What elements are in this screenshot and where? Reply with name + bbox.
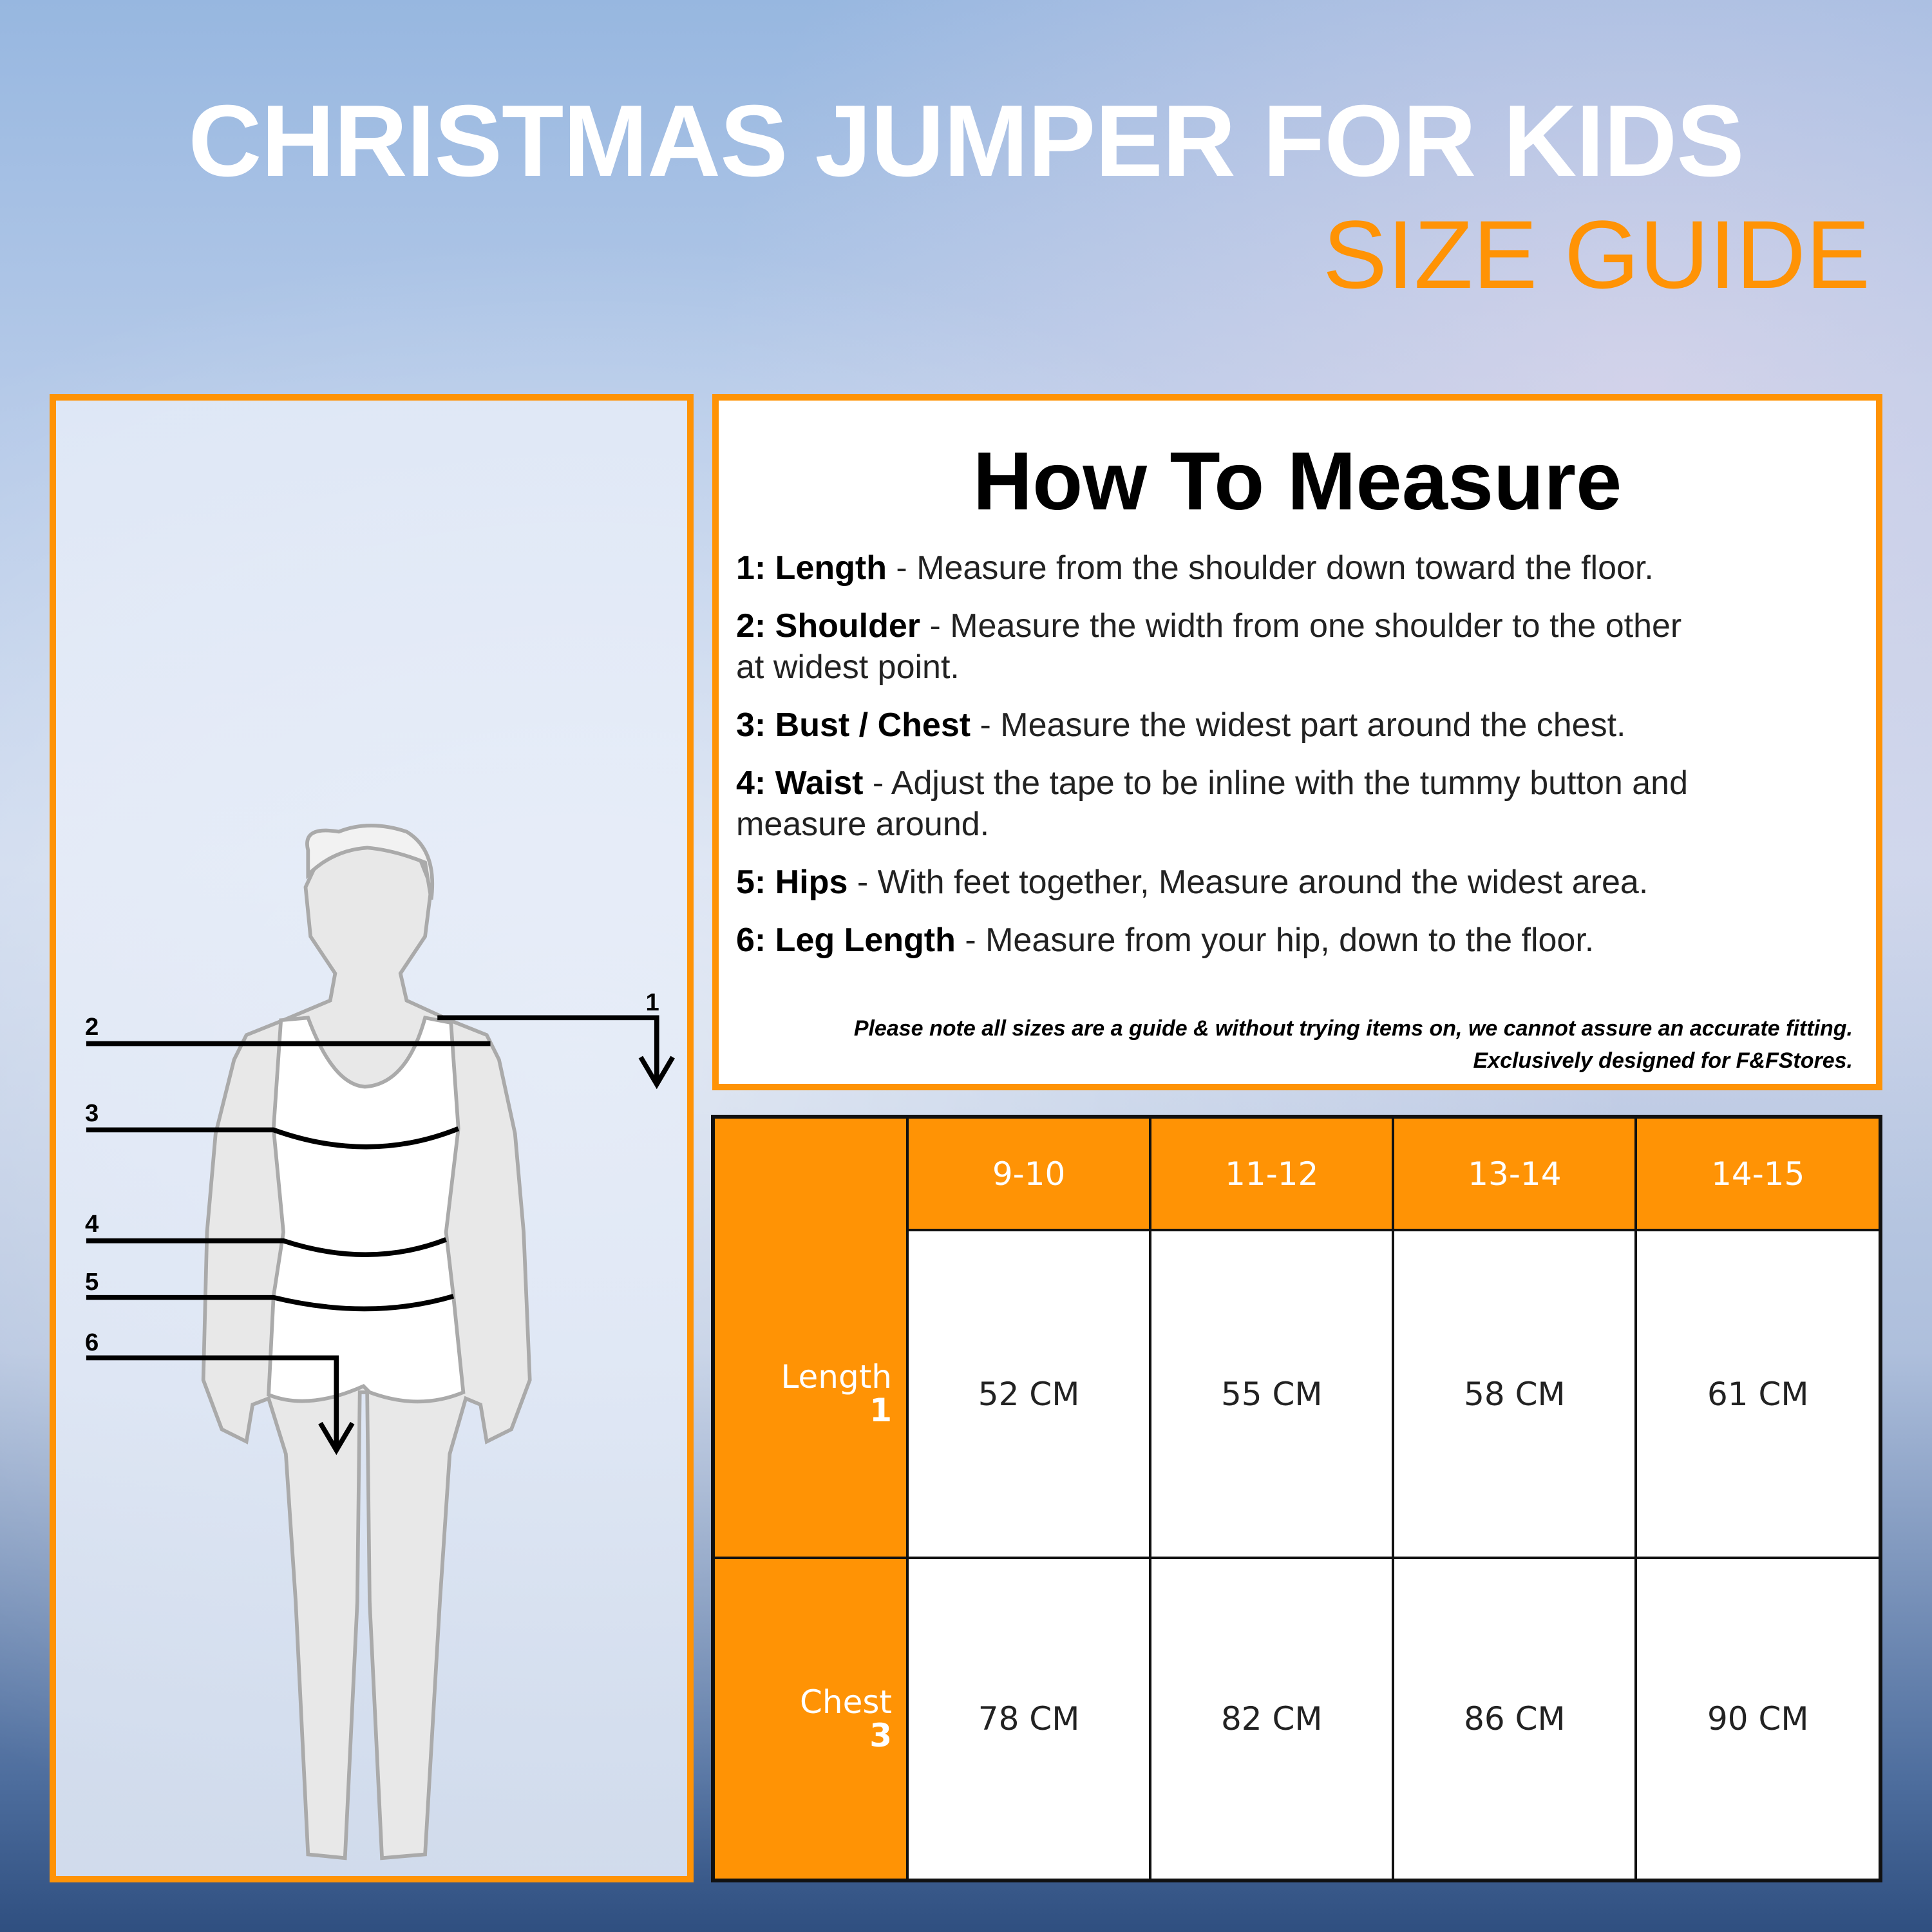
measure-instructions: 1: Length - Measure from the shoulder do…	[736, 547, 1870, 978]
table-row-chest: Chest 3 78 CM 82 CM 86 CM 90 CM	[712, 1557, 1882, 1882]
instruction-text: - Measure the width from one shoulder to…	[736, 607, 1682, 686]
how-to-measure-title: How To Measure	[972, 435, 1622, 527]
instruction-length: 1: Length - Measure from the shoulder do…	[736, 547, 1870, 589]
table-row-length: Length 1 52 CM 55 CM 58 CM 61 CM	[712, 1229, 1882, 1559]
instruction-text: - Measure from the shoulder down toward …	[886, 549, 1654, 587]
row-header: Length 1	[712, 1230, 909, 1559]
label-1: 1	[646, 989, 659, 1016]
instruction-shoulder: 2: Shoulder - Measure the width from one…	[736, 605, 1702, 688]
label-5: 5	[85, 1268, 99, 1296]
table-cell: 78 CM	[905, 1557, 1152, 1882]
row-number: 3	[869, 1717, 892, 1754]
label-3: 3	[85, 1099, 99, 1127]
how-to-measure-box: How To Measure 1: Length - Measure from …	[712, 394, 1882, 1090]
label-6: 6	[85, 1329, 99, 1356]
measurement-lines	[86, 1015, 675, 1455]
designed-by-line: Exclusively designed for F&FStores.	[1473, 1048, 1853, 1073]
row-header: Chest 3	[712, 1557, 909, 1882]
size-header: 13-14	[1392, 1117, 1638, 1230]
instruction-label: 4: Waist	[736, 764, 864, 802]
arrow-down-icon	[318, 1421, 355, 1455]
size-table: 9-10 11-12 13-14 14-15 Length 1 52 CM 55 …	[711, 1115, 1882, 1882]
leg-length-line	[86, 1355, 339, 1448]
table-cell: 61 CM	[1634, 1229, 1882, 1559]
row-number: 1	[869, 1391, 892, 1429]
length-line	[437, 1015, 659, 1084]
waist-line	[86, 1237, 447, 1257]
table-cell: 86 CM	[1392, 1557, 1638, 1882]
table-cell: 82 CM	[1149, 1557, 1395, 1882]
instruction-text: - Adjust the tape to be inline with the …	[736, 764, 1688, 843]
instruction-label: 6: Leg Length	[736, 922, 956, 959]
table-cell: 55 CM	[1149, 1229, 1395, 1559]
size-header: 9-10	[905, 1117, 1152, 1230]
instruction-hips: 5: Hips - With feet together, Measure ar…	[736, 862, 1870, 903]
hips-line	[86, 1294, 455, 1312]
arrow-down-icon	[638, 1056, 675, 1090]
label-4: 4	[85, 1210, 99, 1238]
instruction-label: 1: Length	[736, 549, 887, 587]
row-name: Length	[781, 1358, 892, 1396]
row-name: Chest	[799, 1683, 892, 1721]
instruction-label: 3: Bust / Chest	[736, 706, 971, 744]
disclaimer-note: Please note all sizes are a guide & with…	[732, 1012, 1853, 1077]
instruction-waist: 4: Waist - Adjust the tape to be inline …	[736, 762, 1741, 845]
table-cell: 58 CM	[1392, 1229, 1638, 1559]
label-2: 2	[85, 1013, 99, 1041]
disclaimer-line: Please note all sizes are a guide & with…	[853, 1016, 1853, 1041]
instruction-chest: 3: Bust / Chest - Measure the widest par…	[736, 705, 1870, 746]
size-header: 11-12	[1149, 1117, 1395, 1230]
instruction-label: 2: Shoulder	[736, 607, 921, 645]
size-header-row: 9-10 11-12 13-14 14-15	[712, 1117, 1882, 1230]
instruction-text: - With feet together, Measure around the…	[848, 864, 1649, 901]
table-cell: 52 CM	[905, 1229, 1152, 1559]
chest-line	[86, 1126, 460, 1150]
instruction-text: - Measure the widest part around the che…	[971, 706, 1626, 744]
instruction-text: - Measure from your hip, down to the flo…	[955, 922, 1595, 959]
size-header: 14-15	[1634, 1117, 1882, 1230]
instruction-leg-length: 6: Leg Length - Measure from your hip, d…	[736, 920, 1870, 961]
instruction-label: 5: Hips	[736, 864, 848, 901]
page-title: CHRISTMAS JUMPER FOR KIDS	[188, 84, 1744, 198]
page-subtitle: SIZE GUIDE	[1322, 200, 1870, 308]
table-cell: 90 CM	[1634, 1557, 1882, 1882]
corner-cell	[712, 1117, 909, 1230]
